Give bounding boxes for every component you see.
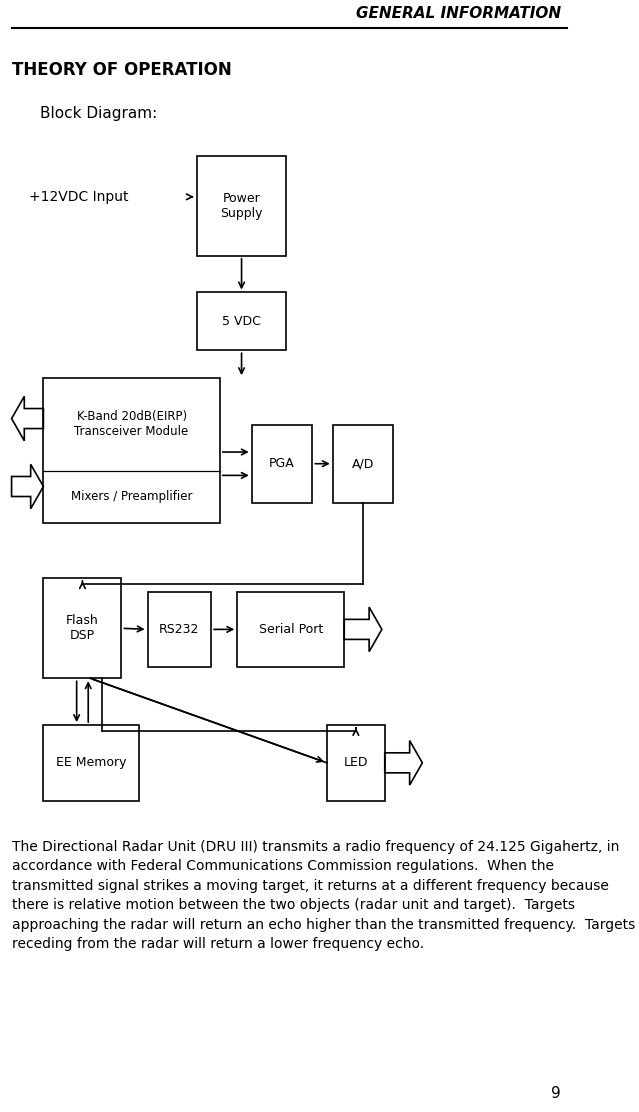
Text: RS232: RS232 [159,623,199,636]
FancyBboxPatch shape [327,725,385,801]
FancyBboxPatch shape [197,156,286,256]
Text: Flash
DSP: Flash DSP [66,614,99,643]
Text: Power
Supply: Power Supply [220,191,263,220]
Text: K-Band 20dB(EIRP)
Transceiver Module: K-Band 20dB(EIRP) Transceiver Module [75,410,189,438]
FancyBboxPatch shape [43,725,139,801]
Text: PGA: PGA [269,457,295,470]
Text: LED: LED [344,756,368,770]
FancyBboxPatch shape [237,592,344,667]
Text: 9: 9 [551,1086,561,1101]
FancyBboxPatch shape [252,425,312,503]
FancyBboxPatch shape [43,578,121,678]
FancyBboxPatch shape [148,592,211,667]
Text: EE Memory: EE Memory [56,756,127,770]
Text: A/D: A/D [352,457,374,470]
FancyBboxPatch shape [333,425,394,503]
Text: THEORY OF OPERATION: THEORY OF OPERATION [12,61,231,79]
Text: Mixers / Preamplifier: Mixers / Preamplifier [71,490,192,503]
Text: GENERAL INFORMATION: GENERAL INFORMATION [356,7,561,21]
Text: 5 VDC: 5 VDC [222,315,261,328]
Text: +12VDC Input: +12VDC Input [29,190,128,203]
Text: The Directional Radar Unit (DRU III) transmits a radio frequency of 24.125 Gigah: The Directional Radar Unit (DRU III) tra… [12,840,635,951]
Text: Serial Port: Serial Port [259,623,323,636]
FancyBboxPatch shape [197,292,286,350]
Text: Block Diagram:: Block Diagram: [40,106,158,120]
FancyBboxPatch shape [43,378,220,523]
